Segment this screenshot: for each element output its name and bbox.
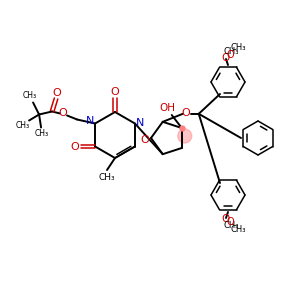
Text: CH₃: CH₃ bbox=[223, 220, 239, 230]
Text: O: O bbox=[222, 214, 230, 224]
Text: O: O bbox=[222, 53, 230, 63]
Text: CH₃: CH₃ bbox=[99, 172, 115, 182]
Circle shape bbox=[178, 129, 192, 143]
Text: O: O bbox=[111, 87, 119, 97]
Text: CH₃: CH₃ bbox=[223, 47, 239, 56]
Text: O: O bbox=[141, 135, 149, 145]
Text: O: O bbox=[226, 217, 234, 227]
Text: CH₃: CH₃ bbox=[23, 91, 37, 100]
Text: CH₃: CH₃ bbox=[230, 44, 246, 52]
Text: O: O bbox=[226, 50, 234, 60]
Text: N: N bbox=[86, 116, 94, 127]
Text: CH₃: CH₃ bbox=[16, 121, 30, 130]
Text: CH₃: CH₃ bbox=[230, 224, 246, 233]
Text: O: O bbox=[53, 88, 62, 98]
Text: CH₃: CH₃ bbox=[35, 129, 49, 138]
Text: O: O bbox=[182, 108, 190, 118]
Text: OH: OH bbox=[160, 103, 176, 113]
Text: O: O bbox=[71, 142, 80, 152]
Text: N: N bbox=[136, 118, 144, 128]
Text: O: O bbox=[59, 107, 68, 118]
